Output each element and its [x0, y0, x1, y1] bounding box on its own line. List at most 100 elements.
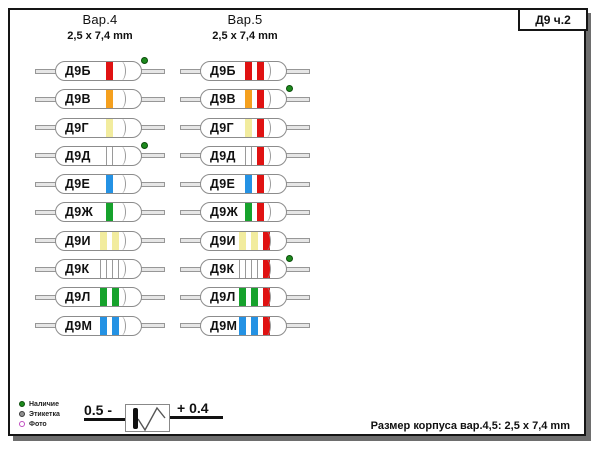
- diode-var5-Д9И: Д9И: [180, 230, 310, 251]
- color-band-blue: [251, 316, 258, 335]
- lead-wire-right: [140, 96, 165, 102]
- color-band-blue: [245, 175, 252, 194]
- lead-wire-left: [35, 68, 57, 74]
- diode-type-label: Д9Д: [210, 148, 236, 163]
- lead-wire-right: [285, 209, 310, 215]
- diode-body: Д9Б: [200, 61, 287, 81]
- diode-var5-Д9Л: Д9Л: [180, 287, 310, 308]
- lead-wire-right: [140, 209, 165, 215]
- legend-dot-presence-icon: [19, 401, 25, 407]
- diode-type-label: Д9Б: [65, 64, 91, 78]
- endcap-arc: [261, 146, 271, 165]
- polarity-right-label: + 0.4: [177, 400, 209, 416]
- endcap-arc: [116, 260, 126, 279]
- lead-wire-left: [180, 323, 202, 329]
- diode-var4-Д9Д: Д9Д: [35, 141, 165, 166]
- diode-var5-Д9Б: Д9Б: [180, 61, 310, 81]
- diode-body: Д9Л: [200, 287, 287, 308]
- color-band-yellow: [100, 231, 107, 250]
- lead-wire-right: [140, 323, 165, 329]
- polarity-left-lead: [84, 418, 126, 421]
- diode-type-label: Д9Г: [65, 120, 89, 135]
- legend-label: Наличие: [29, 400, 59, 408]
- diode-body: Д9К: [200, 259, 287, 280]
- diode-body: Д9Е: [55, 174, 142, 195]
- presence-dot-icon: [141, 141, 148, 149]
- column-title-var4: Вар.4: [82, 12, 118, 27]
- diode-type-label: Д9Л: [210, 290, 236, 305]
- lead-wire-left: [35, 266, 57, 272]
- diode-type-label: Д9Ж: [65, 205, 94, 220]
- lead-wire-right: [285, 181, 310, 187]
- diode-var4-Д9В: Д9В: [35, 89, 165, 110]
- column-header-var4: Вар.4 2,5 x 7,4 mm: [35, 12, 165, 42]
- legend-item-presence: Наличие: [19, 399, 60, 409]
- lead-wire-right: [140, 153, 165, 159]
- color-band-yellow: [251, 231, 258, 250]
- lead-wire-left: [180, 125, 202, 131]
- color-band-yellow: [239, 231, 246, 250]
- diode-body: Д9Ж: [200, 202, 287, 223]
- column-title-var5: Вар.5: [227, 12, 263, 27]
- column-subtitle-var4: 2,5 x 7,4 mm: [67, 30, 133, 42]
- color-band-green: [106, 203, 113, 222]
- lead-wire-right: [285, 266, 310, 272]
- color-band-white: [239, 260, 246, 279]
- lead-wire-right: [285, 294, 310, 300]
- endcap-arc: [116, 203, 126, 222]
- endcap-arc: [261, 203, 271, 222]
- lead-wire-left: [180, 294, 202, 300]
- color-band-red: [245, 62, 252, 80]
- color-band-green: [239, 288, 246, 307]
- diode-type-label: Д9Л: [65, 290, 91, 305]
- diode-type-label: Д9Е: [65, 177, 91, 192]
- lead-wire-right: [140, 266, 165, 272]
- diode-var4-Д9Ж: Д9Ж: [35, 202, 165, 223]
- color-band-blue: [106, 175, 113, 194]
- diode-body: Д9Б: [55, 61, 142, 81]
- diode-body: Д9Д: [200, 145, 287, 166]
- diode-body: Д9К: [55, 259, 142, 280]
- lead-wire-left: [35, 125, 57, 131]
- endcap-arc: [261, 288, 271, 307]
- color-band-white: [251, 260, 258, 279]
- diode-var5-Д9Ж: Д9Ж: [180, 202, 310, 223]
- diode-column-var5: Д9Б Д9В Д9Г Д9Д Д9Е Д9Ж Д9И Д9К Д9Л Д9М: [180, 61, 310, 344]
- legend-dot-photo-icon: [19, 421, 25, 427]
- diode-body: Д9Г: [55, 117, 142, 138]
- diode-body: Д9Е: [200, 174, 287, 195]
- diode-var5-Д9М: Д9М: [180, 315, 310, 336]
- diode-type-label: Д9Ж: [210, 205, 239, 220]
- color-band-yellow: [245, 118, 252, 137]
- legend-item-label: Этикетка: [19, 409, 60, 419]
- polarity-right-lead: [167, 416, 223, 419]
- presence-dot-icon: [286, 255, 293, 263]
- diode-type-label: Д9Г: [210, 120, 234, 135]
- column-subtitle-var5: 2,5 x 7,4 mm: [212, 30, 278, 42]
- diode-body: Д9Г: [200, 117, 287, 138]
- polarity-left-label: 0.5 -: [84, 402, 113, 418]
- lead-wire-left: [35, 153, 57, 159]
- endcap-arc: [116, 316, 126, 335]
- lead-wire-right: [140, 181, 165, 187]
- cathode-bar-icon: [133, 408, 138, 429]
- diode-body: Д9М: [200, 315, 287, 336]
- lead-wire-left: [180, 238, 202, 244]
- diode-type-label: Д9Д: [65, 148, 91, 163]
- endcap-arc: [261, 118, 271, 137]
- endcap-arc: [116, 62, 126, 80]
- color-band-white: [100, 260, 107, 279]
- lead-wire-right: [140, 294, 165, 300]
- color-band-white: [245, 146, 252, 165]
- diode-type-label: Д9К: [210, 262, 235, 277]
- lead-wire-left: [35, 96, 57, 102]
- diode-var4-Д9Б: Д9Б: [35, 57, 165, 81]
- color-band-yellow: [106, 118, 113, 137]
- diode-body: Д9И: [200, 230, 287, 251]
- diode-type-label: Д9И: [65, 233, 91, 248]
- diode-var5-Д9Е: Д9Е: [180, 174, 310, 195]
- endcap-arc: [261, 260, 271, 279]
- diode-type-label: Д9Е: [210, 177, 236, 192]
- legend-label: Фото: [29, 420, 47, 428]
